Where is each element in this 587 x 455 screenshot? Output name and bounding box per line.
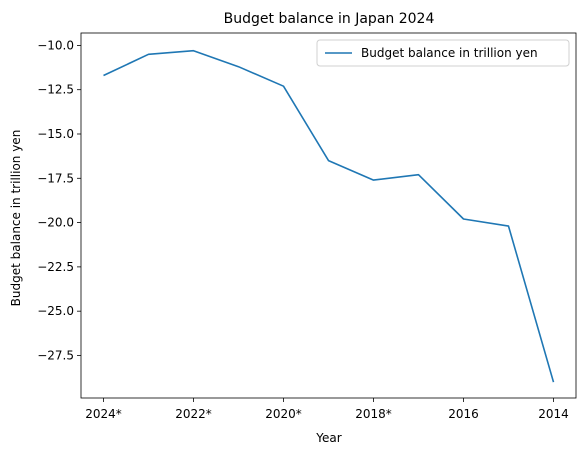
legend-label: Budget balance in trillion yen (361, 46, 538, 60)
series-line (103, 49, 555, 383)
y-tick-label: −17.5 (37, 171, 74, 185)
x-tick-label: 2022* (175, 407, 212, 421)
chart-title: Budget balance in Japan 2024 (224, 11, 435, 27)
x-tick-label: 2014 (538, 407, 569, 421)
y-tick-label: −12.5 (37, 83, 74, 97)
x-axis-label: Year (315, 431, 341, 445)
y-tick-label: −20.0 (37, 216, 74, 230)
y-tick-label: −22.5 (37, 260, 74, 274)
legend: Budget balance in trillion yen (316, 39, 570, 67)
x-axis: 2024* 2022* 2020* 2018* 2016 2014 (85, 398, 569, 421)
y-axis: −10.0 −12.5 −15.0 −17.5 −20.0 −22.5 −25.0 −27.5 (37, 38, 81, 362)
y-tick-label: −25.0 (37, 304, 74, 318)
legend-box (316, 39, 570, 67)
y-tick-label: −15.0 (37, 127, 74, 141)
x-tick-label: 2020* (265, 407, 302, 421)
y-tick-label: −27.5 (37, 348, 74, 362)
y-axis-label: Budget balance in trillion yen (9, 130, 23, 307)
x-tick-label: 2018* (355, 407, 392, 421)
x-tick-label: 2016 (448, 407, 479, 421)
x-tick-label: 2024* (85, 407, 122, 421)
plot-frame (80, 32, 577, 399)
plot-area (80, 32, 577, 399)
y-tick-label: −10.0 (37, 38, 74, 52)
series-group (103, 49, 555, 383)
